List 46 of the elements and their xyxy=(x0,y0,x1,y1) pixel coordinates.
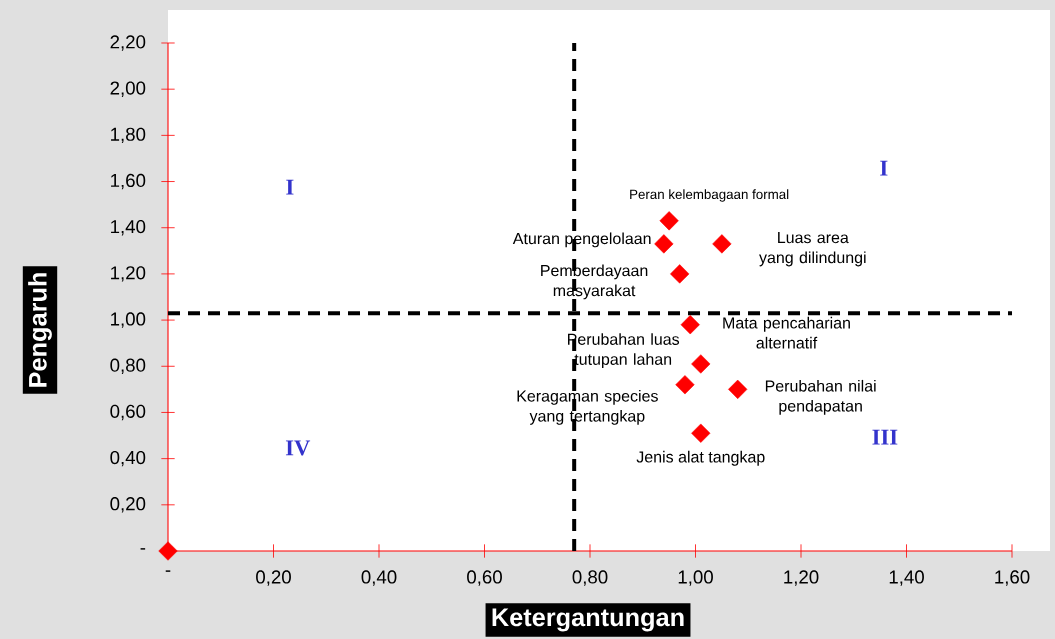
data-label: Peran kelembagaan formal xyxy=(630,189,789,202)
y-axis-title: Pengaruh xyxy=(28,273,52,387)
data-label: Mata pencaharian alternatif xyxy=(723,316,850,349)
y-tick-label: 1,20 xyxy=(111,266,146,282)
data-label: Perubahan nilai pendapatan xyxy=(765,379,876,415)
y-tick-label: 1,60 xyxy=(111,173,146,190)
annotation: I xyxy=(286,179,294,195)
data-label: Aturan pengelolaan xyxy=(512,232,651,248)
annotation: IV xyxy=(285,440,311,456)
annotation: I xyxy=(880,160,888,176)
y-tick-label: 2,20 xyxy=(110,35,146,51)
point xyxy=(158,541,178,561)
x-tick-label: 0,20 xyxy=(256,570,291,586)
point xyxy=(654,234,674,254)
data-label: Pemberdayaan masyarakat xyxy=(541,264,648,300)
x-axis-title: Ketergantungan xyxy=(492,608,684,632)
point xyxy=(712,234,732,254)
x-tick-label: 0,40 xyxy=(361,570,397,586)
x-tick-label: 1,20 xyxy=(784,570,819,586)
point xyxy=(659,211,679,231)
annotation: III xyxy=(872,429,898,445)
data-label: Perubahan luas tutupan lahan xyxy=(568,333,680,369)
data-label: Luas area yang dilindungi xyxy=(759,232,866,267)
point xyxy=(691,354,711,374)
y-tick-label: 0,40 xyxy=(110,450,146,467)
x-tick-label: - xyxy=(165,570,171,572)
point xyxy=(728,379,748,399)
y-tick-label: 1,00 xyxy=(111,312,146,328)
point xyxy=(680,315,700,335)
y-tick-label: 0,80 xyxy=(110,358,146,374)
x-tick-label: 1,40 xyxy=(889,570,924,586)
x-tick-label: 1,60 xyxy=(995,570,1030,586)
y-tick-label: 1,80 xyxy=(111,127,146,144)
data-label: Keragaman species yang tertangkap xyxy=(517,389,658,425)
x-tick-label: 1,00 xyxy=(678,570,713,586)
y-tick-label: 1,40 xyxy=(111,220,146,236)
y-tick-label: 0,20 xyxy=(110,497,146,513)
y-tick-label: 2,00 xyxy=(110,81,146,97)
y-tick-label: 0,60 xyxy=(110,404,146,421)
point xyxy=(670,264,690,284)
point xyxy=(675,375,695,395)
point xyxy=(691,423,711,443)
y-tick-label: - xyxy=(140,548,146,550)
data-label: Jenis alat tangkap xyxy=(636,450,765,466)
x-tick-label: 0,80 xyxy=(572,570,608,586)
x-tick-label: 0,60 xyxy=(467,570,502,586)
